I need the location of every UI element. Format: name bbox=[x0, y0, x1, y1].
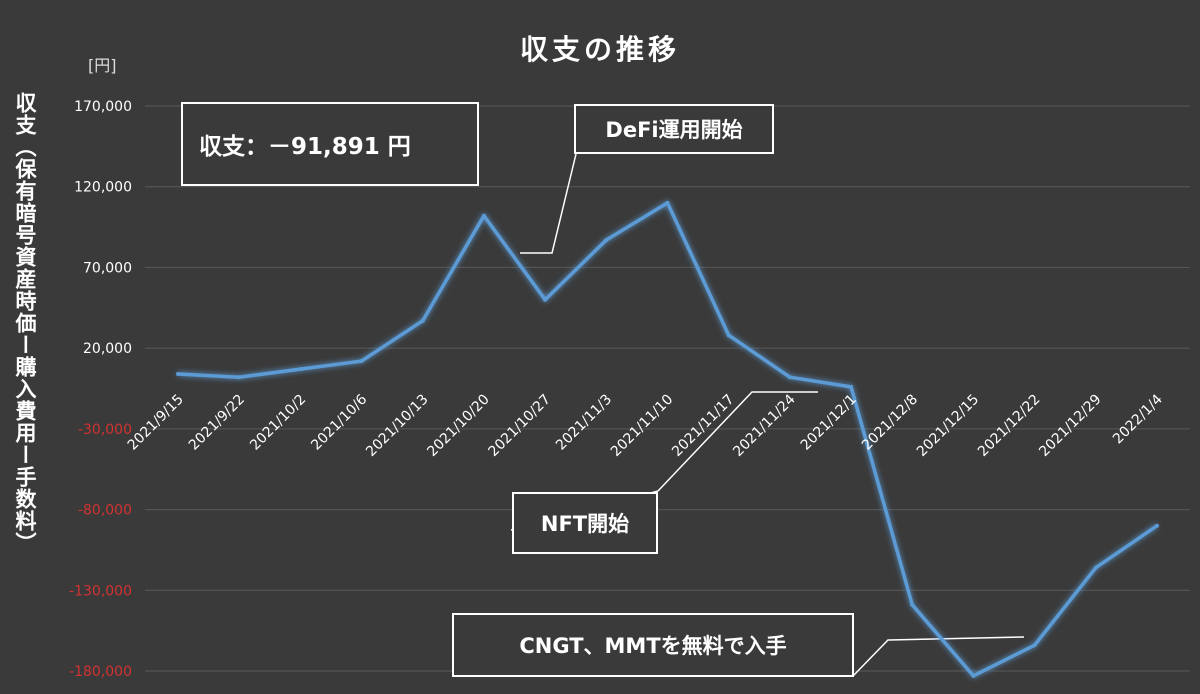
data-point bbox=[787, 375, 792, 380]
data-point bbox=[665, 200, 670, 205]
x-tick-label: 2021/10/2 bbox=[247, 392, 309, 454]
data-point bbox=[726, 333, 731, 338]
x-tick-label: 2021/10/6 bbox=[308, 391, 370, 453]
x-tick-label: 2021/12/22 bbox=[975, 392, 1043, 460]
series-layer bbox=[176, 200, 1159, 678]
defi-annotation: DeFi運用開始 bbox=[574, 104, 774, 154]
y-tick-labels: 170,000 120,000 70,000 20,000 -30,000 -80,000… bbox=[69, 99, 132, 680]
x-tick-label: 2021/12/1 bbox=[798, 392, 860, 454]
x-tick-label: 2021/10/13 bbox=[363, 392, 431, 460]
y-axis-label: 収支（保有暗号資産時価ー購入費用ー手数料） bbox=[13, 92, 37, 554]
x-tick-label: 2022/1/4 bbox=[1110, 391, 1166, 447]
data-point bbox=[849, 384, 854, 389]
data-point bbox=[604, 237, 609, 242]
data-point bbox=[910, 602, 915, 607]
connector-2 bbox=[852, 636, 1025, 677]
data-point bbox=[1032, 643, 1037, 648]
x-tick-label: 2021/12/15 bbox=[914, 392, 982, 460]
data-point bbox=[481, 213, 486, 218]
data-point bbox=[298, 367, 303, 372]
data-point bbox=[1093, 565, 1098, 570]
data-point bbox=[971, 673, 976, 678]
y-unit-label: [円] bbox=[88, 56, 117, 75]
y-tick-label: -180,000 bbox=[69, 664, 132, 680]
x-tick-label: 2021/9/15 bbox=[125, 392, 187, 454]
y-tick-label: 170,000 bbox=[74, 99, 132, 115]
x-tick-label: 2021/11/24 bbox=[730, 391, 798, 459]
x-tick-labels: 2021/9/15 2021/9/22 2021/10/2 2021/10/62021… bbox=[125, 391, 1166, 459]
nft-annotation: NFT開始 bbox=[512, 492, 658, 554]
x-tick-label: 2021/12/29 bbox=[1036, 392, 1104, 460]
y-tick-label: -80,000 bbox=[78, 503, 132, 519]
y-tick-label: 70,000 bbox=[83, 260, 132, 276]
chart-title: 収支の推移 bbox=[519, 33, 680, 66]
balance-annotation: 収支：－91,891 円 bbox=[181, 102, 479, 186]
x-tick-label: 2021/12/8 bbox=[859, 392, 921, 454]
data-point bbox=[420, 318, 425, 323]
cngt-annotation: CNGT、MMTを無料で入手 bbox=[452, 613, 854, 677]
data-point bbox=[1155, 523, 1159, 528]
y-tick-label: 20,000 bbox=[83, 341, 132, 357]
x-tick-label: 2021/10/27 bbox=[486, 392, 554, 460]
data-point bbox=[359, 359, 364, 364]
x-tick-label: 2021/11/10 bbox=[608, 392, 676, 460]
x-tick-label: 2021/11/17 bbox=[669, 392, 737, 460]
y-tick-label: 120,000 bbox=[74, 180, 132, 196]
connector-0 bbox=[520, 153, 577, 254]
data-point bbox=[543, 297, 548, 302]
y-tick-label: -130,000 bbox=[69, 583, 132, 599]
x-tick-label: 2021/9/22 bbox=[186, 392, 248, 454]
x-tick-label: 2021/10/20 bbox=[424, 392, 492, 460]
data-point bbox=[237, 375, 242, 380]
data-point bbox=[176, 371, 180, 376]
y-tick-label: -30,000 bbox=[78, 422, 132, 438]
gridlines bbox=[145, 105, 1190, 672]
x-tick-label: 2021/11/3 bbox=[553, 392, 615, 454]
